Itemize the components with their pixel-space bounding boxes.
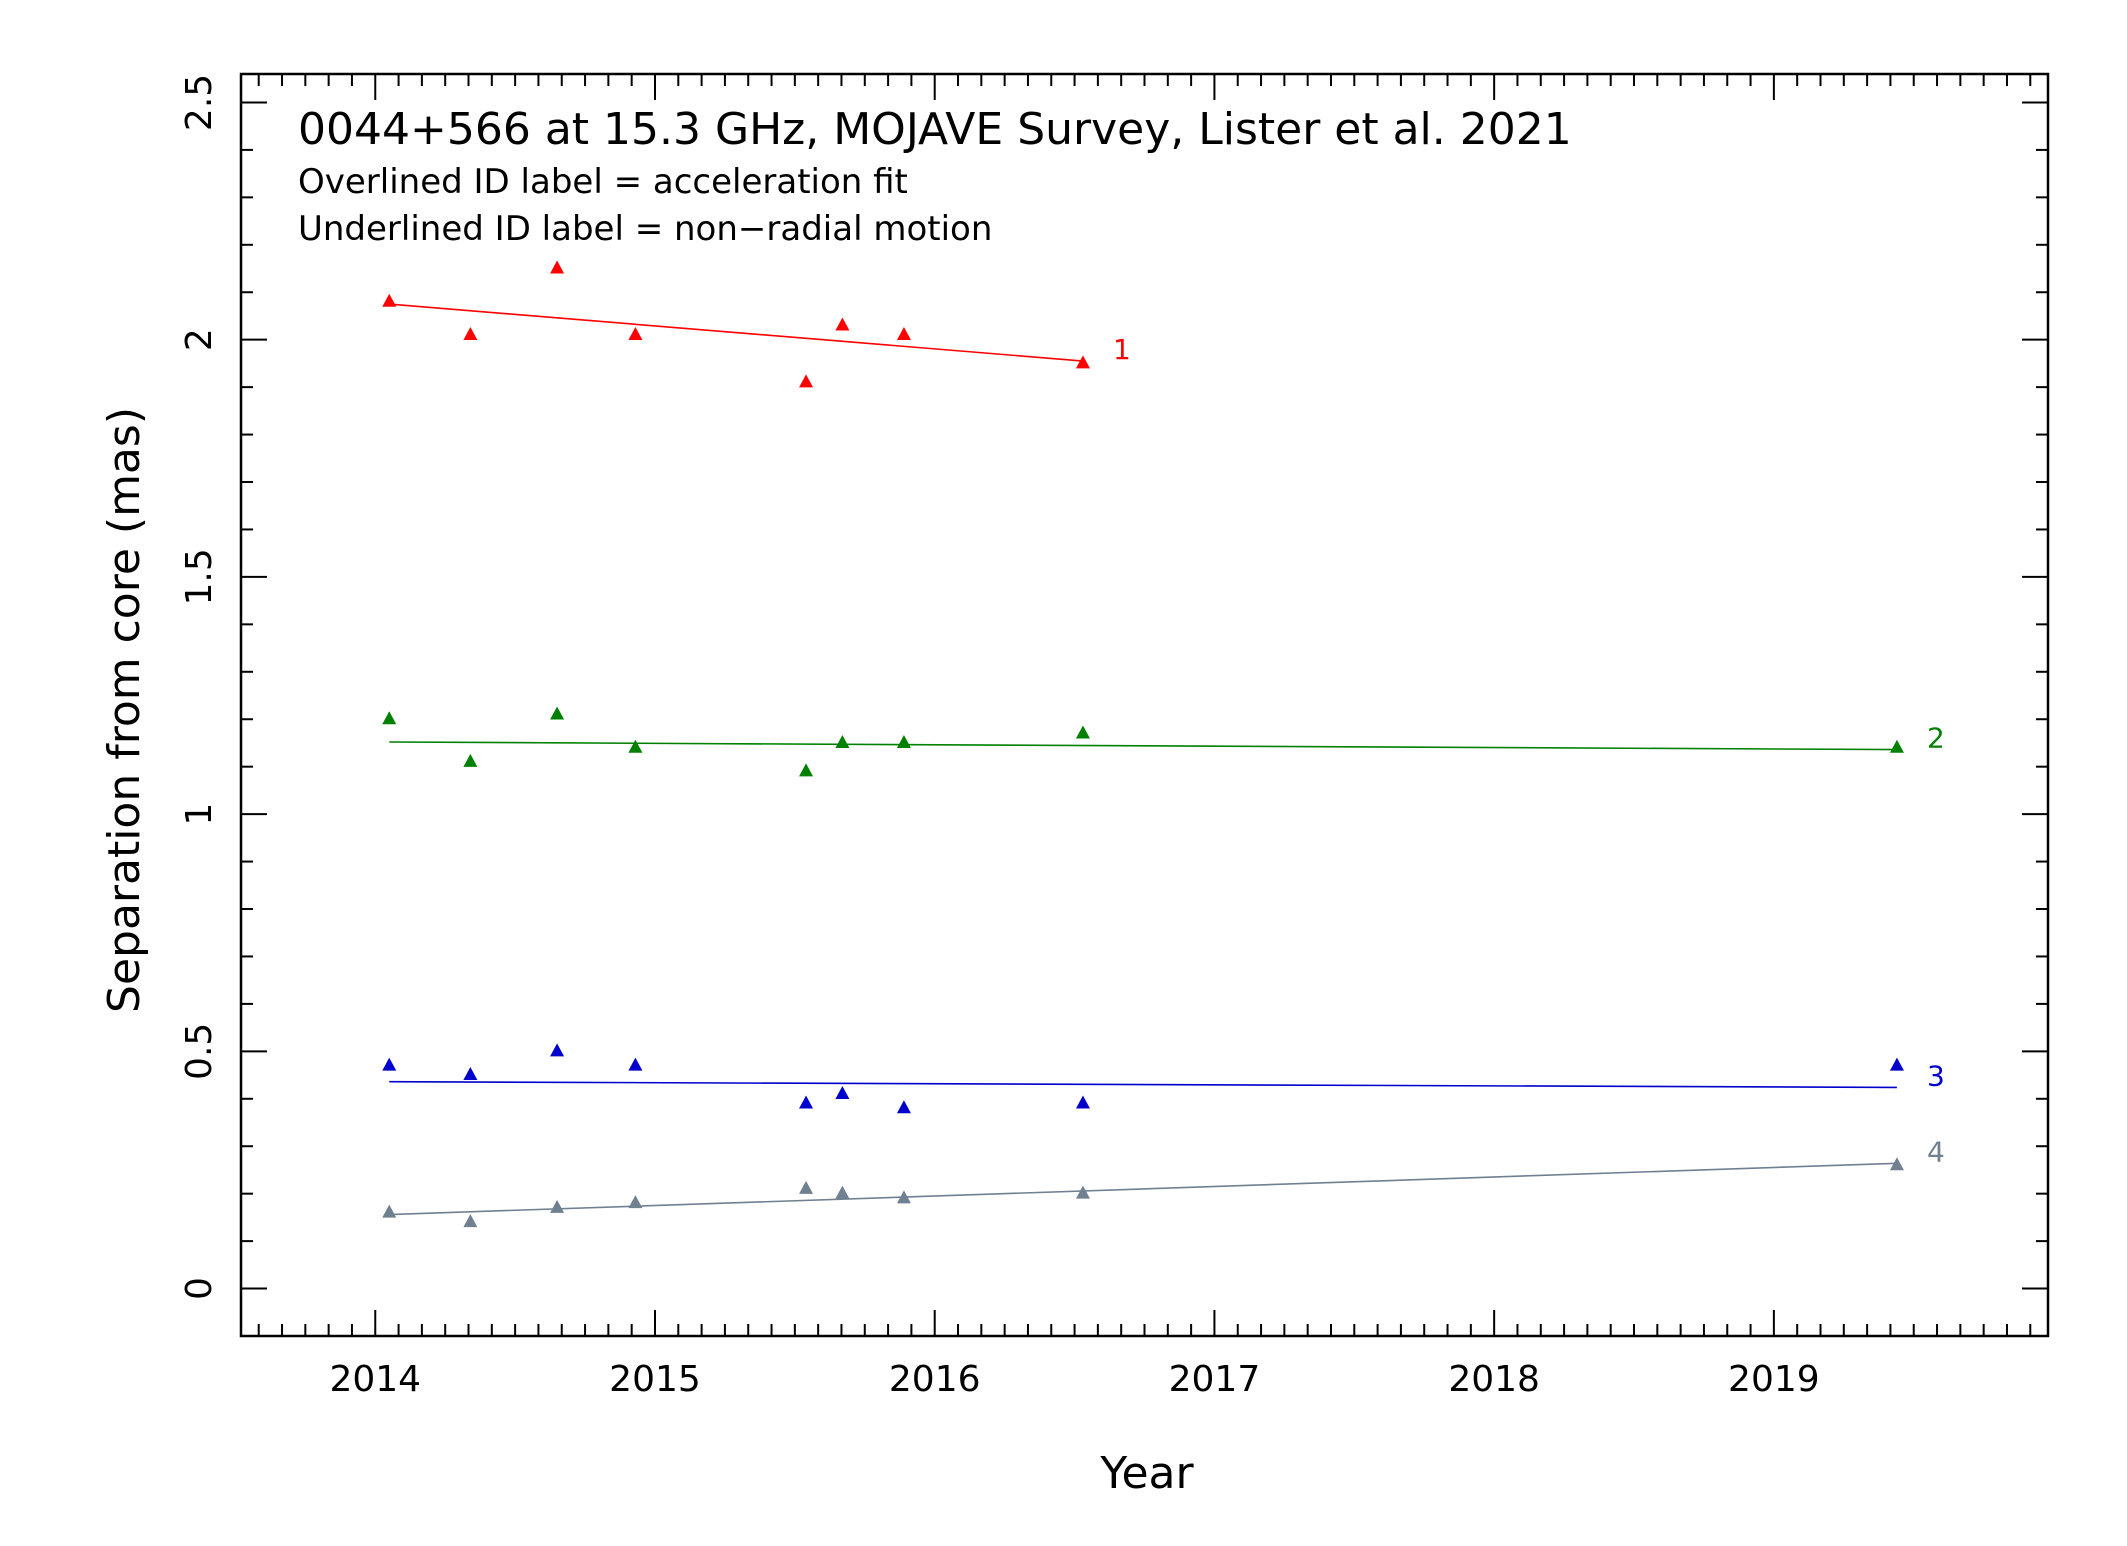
data-point-series-3 [835,1086,850,1100]
data-point-series-2 [463,753,478,767]
data-point-series-1 [628,326,643,340]
fit-line-series-2 [389,741,1897,751]
series-labels: 1 2 3 4 [1113,333,1945,1168]
x-tick-label: 2017 [1169,1359,1261,1400]
x-tick-label: 2014 [329,1359,421,1400]
data-point-series-3 [463,1067,478,1081]
x-tick-label: 2019 [1728,1359,1820,1400]
data-point-series-4 [382,1204,397,1218]
chart-subtitle-1: Overlined ID label = acceleration fit [298,162,908,202]
y-tick-label: 1.5 [179,548,220,605]
data-point-series-2 [382,711,397,725]
data-point-series-2 [550,706,565,720]
data-point-series-1 [463,326,478,340]
data-point-series-1 [896,326,911,340]
data-point-series-3 [628,1057,643,1071]
data-point-series-3 [799,1095,814,1109]
data-point-series-4 [628,1195,643,1209]
data-point-series-3 [550,1043,565,1057]
data-point-series-4 [463,1214,478,1228]
data-point-series-2 [1075,725,1090,739]
data-point-series-4 [896,1190,911,1204]
data-point-series-2 [1889,739,1904,753]
data-point-series-1 [550,260,565,274]
data-point-series-1 [835,317,850,331]
series-label-3: 3 [1927,1059,1945,1092]
data-point-series-1 [1075,355,1090,369]
data-point-series-2 [835,734,850,748]
y-axis-label: Separation from core (mas) [99,407,150,1013]
data-point-series-3 [1889,1057,1904,1071]
data-point-series-3 [896,1100,911,1114]
y-tick-label: 1 [179,803,220,826]
x-axis-label: Year [1099,1448,1194,1499]
data-point-series-2 [896,734,911,748]
series-label-1: 1 [1113,333,1131,366]
data-point-series-4 [835,1185,850,1199]
data-points [382,260,1904,1228]
series-label-2: 2 [1927,722,1945,755]
y-tick-label: 2 [179,328,220,351]
fit-line-series-1 [389,303,1084,362]
data-point-series-2 [799,763,814,777]
x-tick-label: 2016 [889,1359,981,1400]
fit-line-series-3 [389,1080,1897,1089]
data-point-series-2 [628,739,643,753]
data-point-series-3 [1075,1095,1090,1109]
data-point-series-4 [1889,1157,1904,1171]
y-tick-label: 0 [179,1277,220,1300]
data-point-series-4 [799,1180,814,1194]
chart-title: 0044+566 at 15.3 GHz, MOJAVE Survey, Lis… [298,104,1572,155]
data-point-series-1 [382,293,397,307]
data-point-series-4 [550,1199,565,1213]
chart-subtitle-2: Underlined ID label = non−radial motion [298,209,992,249]
series-label-4: 4 [1927,1135,1945,1168]
data-point-series-3 [382,1057,397,1071]
plot-frame [239,72,2050,1338]
data-point-series-1 [799,374,814,388]
ticks-layer: 2014 2015 2016 2017 2018 2019 0 0.5 1 1.5 2 2.5 [179,74,2048,1400]
data-point-series-4 [1075,1185,1090,1199]
x-tick-label: 2015 [609,1359,701,1400]
x-tick-label: 2018 [1448,1359,1540,1400]
y-tick-label: 2.5 [179,74,220,131]
y-tick-label: 0.5 [179,1023,220,1080]
